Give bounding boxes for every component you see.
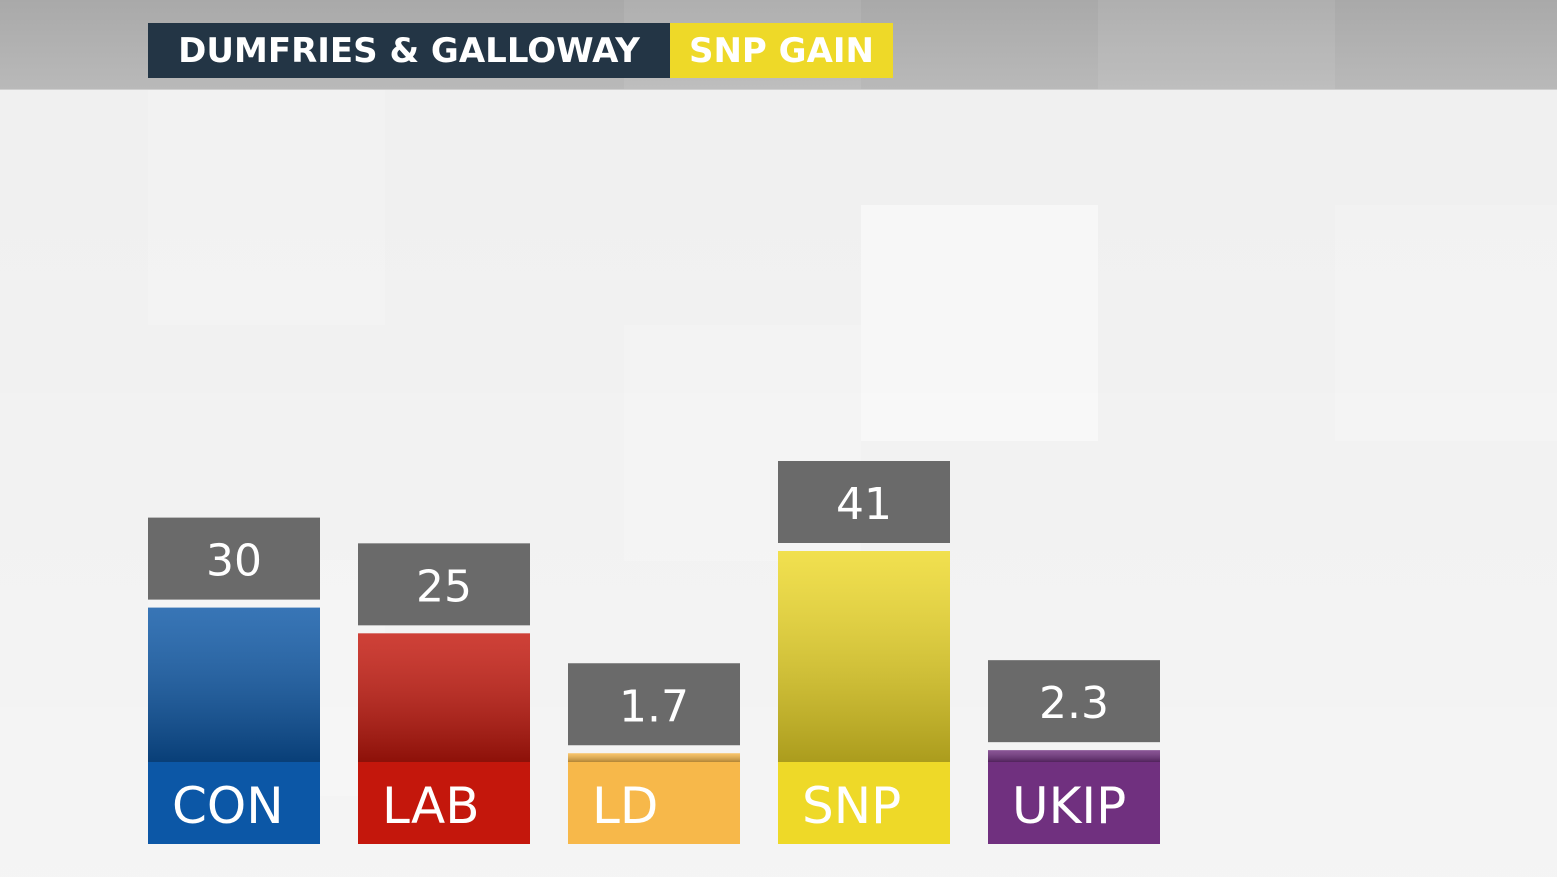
value-box-ld	[568, 663, 740, 746]
value-box-snp	[778, 461, 950, 543]
value-label-snp: 41	[836, 479, 892, 530]
result-badge-label: SNP GAIN	[688, 30, 875, 71]
category-strip-ukip	[988, 762, 1160, 844]
value-box-lab	[358, 543, 530, 626]
bar-shade-ld	[568, 753, 740, 762]
category-label-ukip: UKIP	[1012, 777, 1126, 835]
category-label-ld: LD	[592, 777, 658, 835]
value-label-ukip: 2.3	[1039, 678, 1109, 729]
value-box-con	[148, 517, 320, 600]
result-badge: SNP GAIN	[670, 23, 893, 78]
background-tile	[1335, 205, 1557, 441]
bars-group: CON 30 LAB 25 LD 1.7 SNP 41 UKIP 2.3	[148, 461, 1160, 844]
category-strip-con	[148, 762, 320, 844]
category-strip-lab	[358, 762, 530, 844]
background-tile	[861, 205, 1098, 441]
bar-shade-ukip	[988, 750, 1160, 762]
bar-group-ld: LD 1.7	[568, 663, 740, 844]
category-label-con: CON	[172, 777, 284, 835]
constituency-title: DUMFRIES & GALLOWAY	[178, 30, 640, 71]
header-bar-segment	[1098, 0, 1335, 89]
bar-group-snp: SNP 41	[778, 461, 950, 844]
category-label-snp: SNP	[802, 777, 901, 835]
background-tile	[148, 89, 385, 325]
value-label-lab: 25	[416, 561, 472, 612]
bar-shade-snp	[778, 551, 950, 762]
category-label-lab: LAB	[382, 777, 480, 835]
bar-group-ukip: UKIP 2.3	[988, 660, 1160, 844]
category-strip-snp	[778, 762, 950, 844]
bar-group-lab: LAB 25	[358, 543, 530, 844]
bar-group-con: CON 30	[148, 517, 320, 844]
value-label-ld: 1.7	[619, 681, 689, 732]
bar-shade-lab	[358, 633, 530, 762]
bar-shade-con	[148, 607, 320, 762]
category-strip-ld	[568, 762, 740, 844]
value-label-con: 30	[206, 536, 262, 587]
constituency-title-box: DUMFRIES & GALLOWAY	[148, 23, 670, 78]
value-box-ukip	[988, 660, 1160, 743]
